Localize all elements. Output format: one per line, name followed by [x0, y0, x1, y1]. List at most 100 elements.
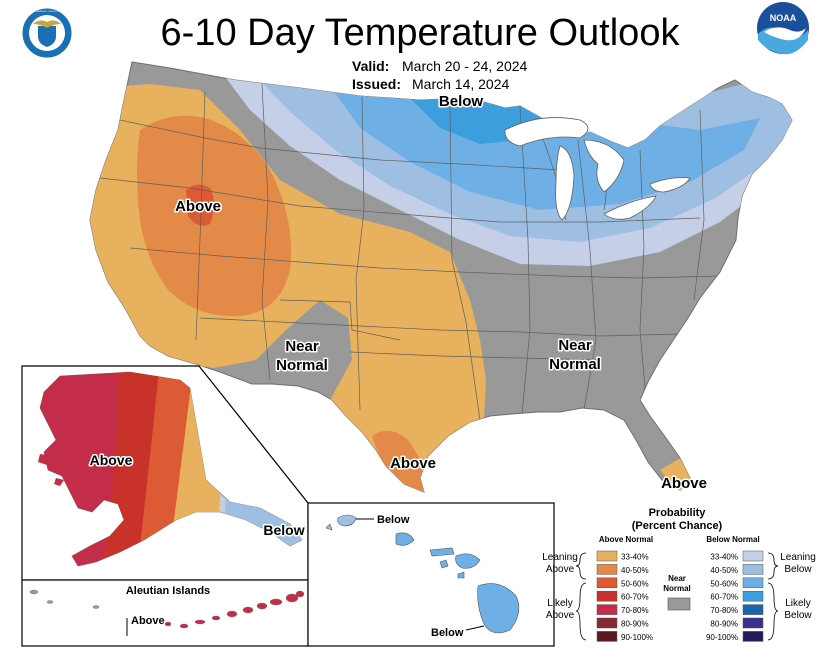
kahoolawe: [457, 571, 465, 579]
conus-above-west-label: Above: [175, 198, 221, 215]
leaning-below-label-2: Below: [784, 564, 812, 575]
alaska-inset: Above Below: [21, 365, 309, 581]
above-50-60-region: [186, 184, 214, 226]
legend-below-swatch-0: [742, 550, 764, 562]
seal-eagle-icon: [33, 20, 61, 28]
aleutian-above-label: Above: [131, 615, 165, 627]
seal-ring-text: DEPARTMENT OF COMMERCE · UNITED STATES O…: [14, 10, 80, 13]
valid-value: March 20 - 24, 2024: [402, 58, 528, 74]
legend-below-label-5: 80-90%: [710, 620, 738, 629]
likely-above-label-1: Likely: [547, 598, 573, 609]
hawaii-inset: Below Below: [307, 502, 555, 647]
lake-superior: [504, 117, 589, 147]
legend-below-label-6: 90-100%: [706, 633, 738, 642]
kauai: [337, 514, 357, 527]
legend: Probability (Percent Chance) Above Norma…: [542, 507, 816, 642]
hawaii-below-bottom-label: Below: [431, 627, 464, 639]
legend-above-rows: 33-40% 40-50% 50-60% 60-70% 70-80% 80-90% 90-1…: [596, 550, 653, 642]
legend-below-label-3: 60-70%: [710, 593, 738, 602]
lake-ontario: [649, 177, 691, 193]
likely-below-brace: [767, 582, 779, 641]
legend-below-label-0: 33-40%: [710, 553, 738, 562]
great-lakes: [504, 117, 691, 221]
legend-above-label-4: 70-80%: [621, 606, 649, 615]
alaska-island-2: [54, 478, 64, 486]
likely-below-label-2: Below: [784, 610, 812, 621]
legend-above-label-2: 50-60%: [621, 579, 649, 588]
legend-above-label-5: 80-90%: [621, 620, 649, 629]
leaning-above-label-2: Above: [546, 564, 575, 575]
lake-erie: [603, 195, 657, 220]
legend-above-swatch-1: [596, 564, 618, 575]
molokai: [429, 547, 455, 557]
aleutian-inset-frame: [21, 579, 309, 647]
legend-above-swatch-0: [596, 550, 618, 562]
oahu: [395, 532, 415, 546]
likely-below-label-1: Likely: [785, 598, 811, 609]
department-of-commerce-seal: DEPARTMENT OF COMMERCE · UNITED STATES O…: [14, 7, 80, 59]
noaa-bird-icon: [764, 27, 806, 41]
legend-above-label-1: 40-50%: [621, 566, 649, 575]
legend-below-swatch-2: [742, 577, 764, 589]
big-island: [477, 583, 520, 634]
header: DEPARTMENT OF COMMERCE · UNITED STATES O…: [14, 2, 809, 92]
legend-below-rows: 33-40% 40-50% 50-60% 60-70% 70-80% 80-90% 90-1…: [706, 550, 764, 642]
legend-below-swatch-6: [742, 631, 764, 642]
likely-above-brace: [575, 582, 587, 641]
near-normal-swatch: [667, 597, 691, 611]
niihau: [325, 523, 333, 531]
legend-title-1: Probability: [649, 507, 707, 519]
legend-above-swatch-6: [596, 631, 618, 642]
legend-above-swatch-4: [596, 604, 618, 615]
likely-above-label-2: Above: [546, 610, 575, 621]
aleutian-islands: [29, 589, 305, 629]
near-normal-sw-label-2: Normal: [276, 357, 328, 374]
aleutian-title: Aleutian Islands: [126, 585, 210, 597]
legend-below-swatch-1: [742, 564, 764, 575]
leaning-below-label-1: Leaning: [780, 552, 816, 563]
lake-michigan: [555, 145, 575, 221]
legend-below-label-2: 50-60%: [710, 579, 738, 588]
valid-label: Valid:: [352, 58, 389, 74]
hawaii-below-top-label: Below: [377, 514, 410, 526]
legend-above-label-0: 33-40%: [621, 553, 649, 562]
legend-below-label-1: 40-50%: [710, 566, 738, 575]
hawaii-islands: [325, 514, 520, 634]
lanai: [439, 559, 449, 569]
noaa-logo: NOAA: [757, 2, 809, 55]
issued-value: March 14, 2024: [412, 76, 509, 92]
legend-below-header: Below Normal: [706, 535, 759, 544]
legend-above-label-3: 60-70%: [621, 593, 649, 602]
conus-below-label: Below: [439, 93, 484, 110]
leaning-above-brace: [575, 552, 587, 580]
near-normal-se-label-2: Normal: [549, 356, 601, 373]
leaning-above-label-1: Leaning: [542, 552, 578, 563]
aleutian-inset: Aleutian Islands Above: [21, 579, 309, 647]
near-normal-legend-2: Normal: [663, 584, 691, 593]
alaska-below-label: Below: [263, 522, 304, 538]
near-normal-se-label-1: Near: [558, 337, 592, 354]
legend-below-label-4: 70-80%: [710, 606, 738, 615]
alaska-above-label: Above: [90, 452, 133, 468]
legend-title-2: (Percent Chance): [632, 520, 723, 532]
page-title: 6-10 Day Temperature Outlook: [161, 12, 681, 54]
alaska-island-1: [38, 454, 54, 466]
legend-above-swatch-5: [596, 617, 618, 629]
issued-label: Issued:: [352, 76, 401, 92]
noaa-logo-text: NOAA: [770, 13, 797, 23]
legend-above-swatch-3: [596, 590, 618, 602]
above-florida-label: Above: [661, 475, 707, 492]
legend-below-swatch-5: [742, 617, 764, 629]
above-texas-label: Above: [390, 455, 436, 472]
above-texas-40-50-region: [372, 430, 432, 491]
legend-above-label-6: 90-100%: [621, 633, 653, 642]
seal-shield-icon: [38, 26, 56, 47]
hawaii-below-bottom-pointer: [465, 625, 485, 631]
legend-below-swatch-4: [742, 604, 764, 615]
lake-huron: [583, 139, 625, 193]
near-normal-legend-1: Near: [668, 574, 686, 583]
legend-above-swatch-2: [596, 577, 618, 589]
above-40-50-region: [137, 115, 292, 317]
